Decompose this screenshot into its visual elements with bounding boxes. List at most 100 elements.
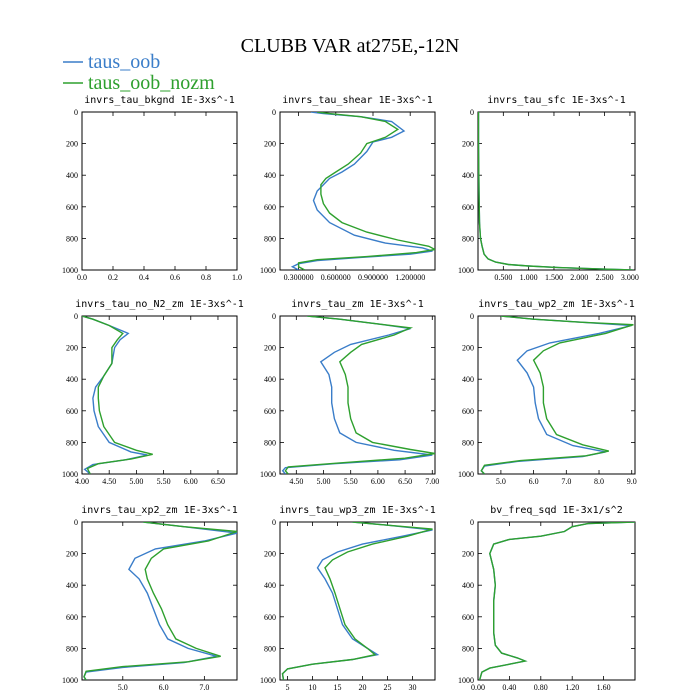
series-line-taus-oob — [478, 112, 633, 270]
plot-frame — [279, 111, 436, 271]
y-tick-label: 600 — [462, 203, 474, 212]
x-tick-label: 0.40 — [502, 683, 516, 692]
series-line-taus-oob-nozm — [83, 522, 237, 680]
panel-title: bv_freq_sqd 1E-3x1/s^2 — [490, 505, 622, 516]
x-tick-label: 9.0 — [627, 477, 637, 486]
y-tick-label: 600 — [66, 203, 78, 212]
y-tick-label: 600 — [66, 613, 78, 622]
x-tick-label: 0.300000 — [284, 273, 314, 282]
x-tick-label: 5.50 — [344, 477, 358, 486]
y-tick-label: 400 — [264, 171, 276, 180]
x-tick-label: 7.00 — [425, 477, 439, 486]
series-line-taus-oob-nozm — [284, 316, 435, 474]
panel-title: invrs_tau_wp3_zm 1E-3xs^-1 — [279, 505, 436, 516]
y-tick-label: 0 — [272, 312, 276, 321]
legend-label-taus-oob-nozm: taus_oob_nozm — [88, 72, 215, 94]
x-tick-label: 5.50 — [157, 477, 171, 486]
y-tick-label: 600 — [264, 407, 276, 416]
series-line-taus-oob — [478, 522, 635, 680]
x-tick-label: 2.500 — [596, 273, 614, 282]
y-tick-label: 800 — [66, 644, 78, 653]
y-tick-label: 0 — [74, 312, 78, 321]
y-tick-label: 1000 — [62, 266, 78, 275]
panel-2: invrs_tau_shear 1E-3xs^-1 0 200 400 600 800 10… — [260, 95, 436, 282]
y-tick-label: 200 — [264, 344, 276, 353]
x-tick-label: 20 — [359, 683, 367, 692]
y-tick-label: 400 — [66, 581, 78, 590]
x-tick-label: 6.50 — [211, 477, 225, 486]
series-line-taus-oob — [281, 522, 433, 680]
plot-frame — [477, 315, 636, 475]
legend-label-taus-oob: taus_oob — [88, 51, 160, 73]
x-tick-label: 30 — [409, 683, 417, 692]
y-tick-label: 1000 — [62, 470, 78, 479]
x-tick-label: 15 — [334, 683, 342, 692]
plot-frame — [81, 315, 238, 475]
y-tick-label: 600 — [264, 613, 276, 622]
plot-frame — [81, 521, 238, 681]
y-tick-label: 0 — [272, 518, 276, 527]
y-tick-label: 800 — [462, 234, 474, 243]
y-tick-label: 800 — [462, 644, 474, 653]
y-tick-label: 400 — [462, 375, 474, 384]
x-tick-label: 7.0 — [561, 477, 571, 486]
x-tick-label: 5.00 — [317, 477, 331, 486]
panel-grid: invrs_tau_bkgnd 1E-3xs^-1020040060080010… — [62, 95, 639, 692]
plot-frame — [81, 111, 238, 271]
x-tick-label: 0.900000 — [358, 273, 388, 282]
y-tick-label: 200 — [66, 550, 78, 559]
x-tick-label: 1.20 — [565, 683, 579, 692]
x-tick-label: 1.000 — [520, 273, 538, 282]
series-line-taus-oob — [281, 316, 433, 474]
x-tick-label: 1.200000 — [395, 273, 425, 282]
y-tick-label: 1000 — [458, 266, 474, 275]
series-line-taus-oob-nozm — [281, 522, 433, 680]
y-tick-label: 1000 — [458, 470, 474, 479]
x-tick-label: 1.60 — [597, 683, 611, 692]
panel-title: invrs_tau_zm 1E-3xs^-1 — [291, 299, 423, 310]
x-tick-label: 7.0 — [199, 683, 209, 692]
x-tick-label: 5.00 — [129, 477, 143, 486]
x-tick-label: 6.0 — [529, 477, 539, 486]
legend: taus_oob taus_oob_nozm — [63, 51, 215, 94]
series-line-taus-oob-nozm — [478, 522, 635, 680]
plot-frame — [477, 111, 636, 271]
y-tick-label: 600 — [462, 613, 474, 622]
x-tick-label: 6.0 — [159, 683, 169, 692]
y-tick-label: 800 — [264, 234, 276, 243]
y-tick-label: 0 — [470, 312, 474, 321]
plot-frame — [279, 315, 436, 475]
y-tick-label: 0 — [272, 108, 276, 117]
x-tick-label: 0.0 — [77, 273, 87, 282]
panel-title: invrs_tau_xp2_zm 1E-3xs^-1 — [81, 505, 238, 516]
y-tick-label: 200 — [264, 550, 276, 559]
y-tick-label: 400 — [462, 581, 474, 590]
y-tick-label: 200 — [462, 550, 474, 559]
series-line-taus-oob-nozm — [480, 316, 634, 474]
series-line-taus-oob-nozm — [82, 316, 153, 474]
x-tick-label: 6.50 — [398, 477, 412, 486]
y-tick-label: 400 — [264, 375, 276, 384]
y-tick-label: 1000 — [260, 266, 276, 275]
figure-title: CLUBB VAR at275E,-12N — [241, 35, 460, 57]
plot-frame — [477, 521, 636, 681]
y-tick-label: 200 — [66, 140, 78, 149]
x-tick-label: 4.00 — [75, 477, 89, 486]
panel-4: invrs_tau_no_N2_zm 1E-3xs^-1 0 200 400 600 80… — [62, 299, 244, 486]
x-tick-label: 0.00 — [471, 683, 485, 692]
x-tick-label: 8.0 — [594, 477, 604, 486]
y-tick-label: 400 — [462, 171, 474, 180]
panel-title: invrs_tau_sfc 1E-3xs^-1 — [487, 95, 625, 106]
y-tick-label: 400 — [66, 171, 78, 180]
y-tick-label: 1000 — [62, 676, 78, 685]
panel-5: invrs_tau_zm 1E-3xs^-1 0 200 400 600 800 1000 4… — [260, 299, 439, 486]
x-tick-label: 5 — [286, 683, 290, 692]
x-tick-label: 0.2 — [108, 273, 118, 282]
x-tick-label: 0.8 — [201, 273, 211, 282]
x-tick-label: 4.50 — [289, 477, 303, 486]
panel-title: invrs_tau_no_N2_zm 1E-3xs^-1 — [75, 299, 244, 310]
series-line-taus-oob-nozm — [297, 112, 435, 270]
x-tick-label: 2.000 — [570, 273, 588, 282]
y-tick-label: 0 — [74, 518, 78, 527]
